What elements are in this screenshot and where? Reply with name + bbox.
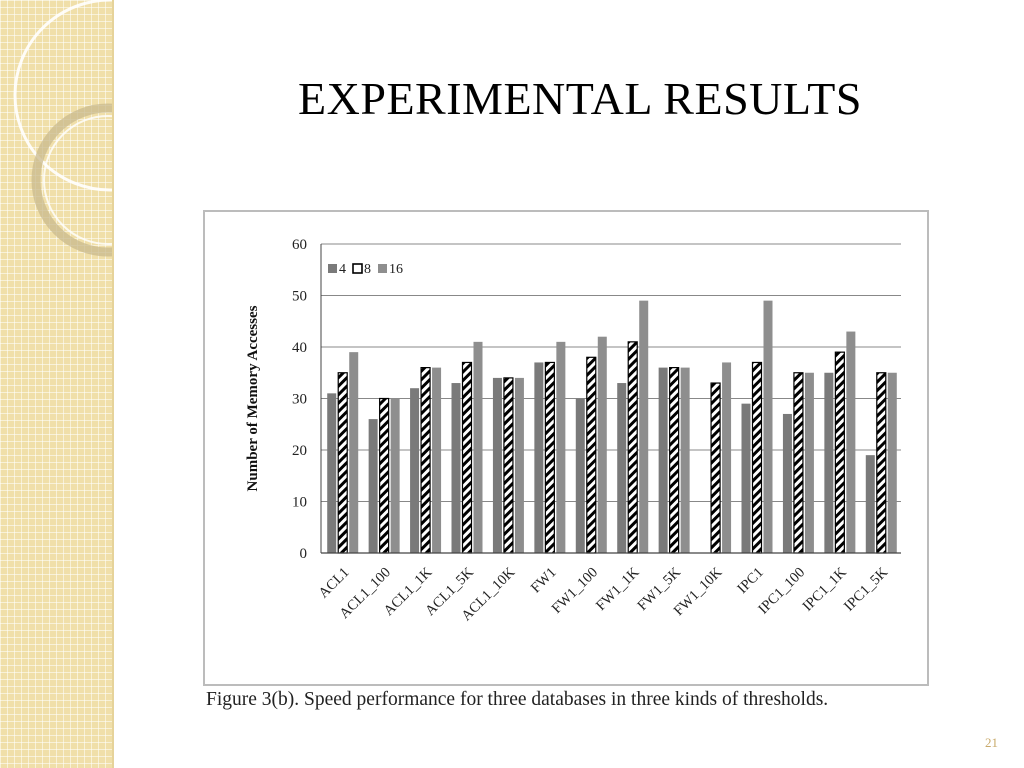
bar-16 xyxy=(639,300,649,553)
bar-8 xyxy=(627,341,638,554)
bar-16 xyxy=(432,367,442,553)
decorative-circle-inner xyxy=(43,115,112,245)
bar-4 xyxy=(617,383,627,553)
y-tick-label: 40 xyxy=(292,340,307,356)
y-axis-label: Number of Memory Accesses xyxy=(245,305,261,491)
decorative-circle-large xyxy=(13,0,112,192)
x-tick-label: ACL1 xyxy=(316,565,353,602)
legend-swatch-16 xyxy=(378,264,387,273)
bar-16 xyxy=(804,372,814,553)
bar-4 xyxy=(824,372,834,553)
bar-8 xyxy=(669,367,680,554)
bar-4 xyxy=(451,383,461,553)
bar-16 xyxy=(390,398,400,553)
decorative-circle-ring xyxy=(31,103,112,257)
bar-16 xyxy=(473,341,483,553)
bar-16 xyxy=(763,300,773,553)
decorative-sidebar xyxy=(0,0,112,768)
figure-caption: Figure 3(b). Speed performance for three… xyxy=(206,689,829,710)
bar-8 xyxy=(710,382,721,554)
y-tick-label: 30 xyxy=(292,392,307,408)
bar-16 xyxy=(597,336,607,553)
bar-4 xyxy=(865,455,875,553)
bar-16 xyxy=(556,341,566,553)
bar-chart: 0 10 20 30 40 50 60 Number of Memory Accesses AC… xyxy=(245,237,901,624)
bar-4 xyxy=(658,367,668,553)
figure-frame: 0 10 20 30 40 50 60 Number of Memory Accesses AC… xyxy=(203,210,929,686)
bar-4 xyxy=(410,388,420,553)
bar-4 xyxy=(368,419,378,553)
bar-8 xyxy=(337,372,348,554)
bar-4 xyxy=(492,377,502,553)
y-tick-label: 50 xyxy=(292,289,307,305)
page-number: 21 xyxy=(985,735,998,750)
bar-4 xyxy=(534,362,544,553)
legend-swatch-4 xyxy=(328,264,337,273)
bar-8 xyxy=(586,356,597,554)
bar-8 xyxy=(793,372,804,554)
bar-16 xyxy=(349,352,359,553)
legend-swatch-8 xyxy=(352,263,363,274)
legend-label-16: 16 xyxy=(389,262,403,277)
bar-8 xyxy=(834,351,845,554)
decorative-circles xyxy=(13,0,112,257)
x-tick-label: IPC1 xyxy=(734,565,766,597)
x-tick-label: FW1_100 xyxy=(549,565,601,617)
bar-8 xyxy=(544,361,555,554)
bar-8 xyxy=(751,361,763,554)
x-tick-label: FW1_1K xyxy=(593,564,643,614)
bar-8 xyxy=(420,367,431,554)
bar-4 xyxy=(782,413,792,553)
sidebar-edge xyxy=(112,0,114,768)
bar-16 xyxy=(680,367,690,553)
bar-16 xyxy=(722,362,732,553)
y-tick-label: 0 xyxy=(300,546,308,562)
y-tick-label: 10 xyxy=(292,495,307,511)
y-tick-label: 60 xyxy=(292,237,307,253)
slide-title: EXPERIMENTAL RESULTS xyxy=(298,73,862,124)
bar-16 xyxy=(514,377,524,553)
x-tick-label: FW1 xyxy=(528,565,560,597)
bar-16 xyxy=(846,331,856,553)
bar-4 xyxy=(741,403,751,553)
bar-4 xyxy=(575,398,585,553)
x-tick-label: IPC1_5K xyxy=(841,564,891,614)
bar-8 xyxy=(503,377,514,554)
bar-4 xyxy=(327,393,337,553)
bar-8 xyxy=(379,397,390,554)
x-tick-label: IPC1_1K xyxy=(800,564,850,614)
legend-label-4: 4 xyxy=(339,262,346,277)
bar-16 xyxy=(887,372,897,553)
bar-8 xyxy=(461,361,473,554)
bar-8 xyxy=(876,372,887,554)
legend-label-8: 8 xyxy=(364,262,371,277)
y-tick-label: 20 xyxy=(292,443,307,459)
